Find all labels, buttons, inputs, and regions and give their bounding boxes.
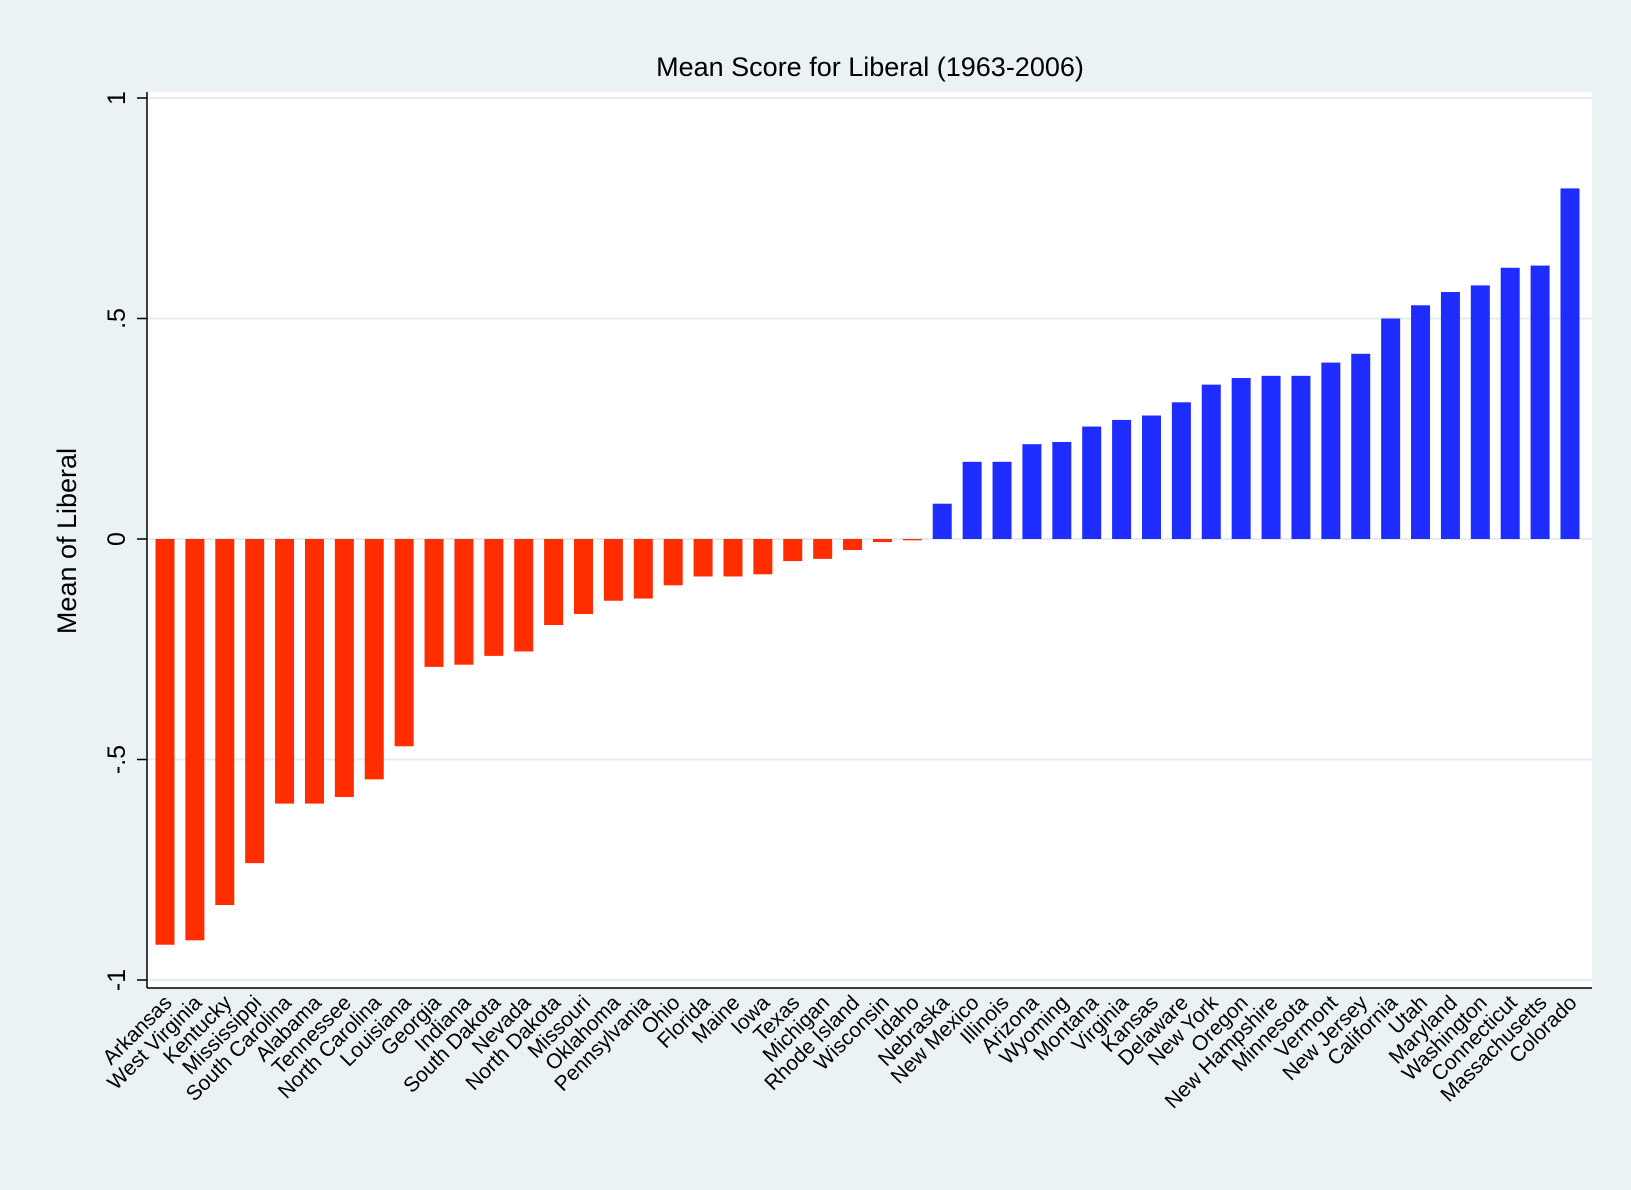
axes <box>146 92 1592 989</box>
bar <box>334 539 354 797</box>
bar <box>1022 444 1042 539</box>
bar <box>932 503 952 539</box>
bar <box>1082 426 1102 539</box>
bar <box>574 539 594 614</box>
bar <box>843 539 863 551</box>
bar <box>1411 305 1431 539</box>
bars <box>155 188 1580 945</box>
bar <box>1291 375 1311 539</box>
bar <box>514 539 534 652</box>
bar <box>304 539 324 804</box>
bar <box>454 539 474 665</box>
bar <box>1500 267 1520 539</box>
bar <box>633 539 653 599</box>
bar <box>872 539 892 543</box>
bar <box>185 539 205 941</box>
bar <box>1560 188 1580 539</box>
bar <box>1171 402 1191 539</box>
bar <box>1470 285 1490 539</box>
y-ticks: -1 -.5 0 .5 1 <box>103 91 147 991</box>
bar <box>1231 378 1251 539</box>
bar <box>484 539 504 656</box>
bar <box>813 539 833 559</box>
bar <box>1381 318 1401 539</box>
bar <box>992 461 1012 539</box>
bar <box>1201 384 1221 539</box>
bar <box>1321 362 1341 539</box>
y-axis-title: Mean of Liberal <box>52 448 82 634</box>
chart-title: Mean Score for Liberal (1963-2006) <box>656 52 1084 82</box>
bar <box>753 539 773 575</box>
bar <box>723 539 743 577</box>
bar <box>245 539 265 864</box>
bar <box>1351 353 1371 539</box>
bar <box>544 539 564 625</box>
y-tick-label: 1 <box>103 91 131 105</box>
bar <box>783 539 803 562</box>
y-tick-label: .5 <box>103 308 131 329</box>
y-tick-label: -.5 <box>103 745 131 774</box>
bar <box>1052 441 1072 539</box>
bar <box>1112 419 1132 539</box>
bar <box>1261 375 1281 539</box>
gridlines <box>147 97 1592 981</box>
bar <box>215 539 235 906</box>
bar <box>902 539 922 541</box>
bar <box>364 539 384 780</box>
bar <box>693 539 713 577</box>
y-tick-label: -1 <box>103 969 131 991</box>
bar <box>394 539 414 747</box>
bar <box>424 539 444 667</box>
bar <box>962 461 982 539</box>
bar <box>663 539 683 586</box>
bar <box>603 539 623 601</box>
bar <box>1530 265 1550 539</box>
bar <box>1440 292 1460 539</box>
bar <box>155 539 175 945</box>
bar <box>275 539 295 804</box>
y-tick-label: 0 <box>103 532 131 546</box>
bar <box>1141 415 1161 539</box>
